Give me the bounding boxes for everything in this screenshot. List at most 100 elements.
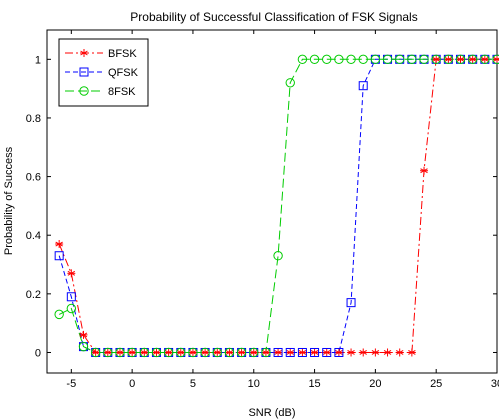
y-tick-label: 1 bbox=[35, 54, 41, 66]
data-point bbox=[67, 269, 76, 278]
data-point bbox=[273, 251, 283, 261]
data-point bbox=[310, 348, 319, 357]
data-point bbox=[456, 55, 465, 64]
data-point bbox=[358, 81, 368, 91]
data-point bbox=[297, 347, 307, 357]
y-tick-label: 0.6 bbox=[26, 172, 41, 184]
data-point bbox=[54, 251, 64, 261]
axes: -5 0 5 10 15 20 25 30 0 0.2 0.4 0.6 0.8 1 bbox=[26, 30, 499, 390]
x-tick-label: 15 bbox=[308, 378, 320, 390]
data-point bbox=[225, 348, 234, 357]
data-point bbox=[212, 347, 222, 358]
data-point bbox=[467, 54, 478, 65]
data-point bbox=[468, 55, 477, 64]
data-point bbox=[237, 348, 246, 357]
x-tick-label: 5 bbox=[190, 378, 196, 390]
data-point bbox=[309, 54, 320, 65]
data-point bbox=[66, 303, 77, 314]
data-point bbox=[444, 55, 453, 64]
data-point bbox=[128, 348, 137, 357]
data-point bbox=[480, 55, 489, 64]
data-point bbox=[286, 348, 295, 357]
data-point bbox=[213, 348, 222, 357]
data-point bbox=[370, 54, 381, 65]
series-markers bbox=[54, 54, 499, 358]
data-point bbox=[382, 54, 393, 65]
legend-item: QFSK bbox=[65, 67, 139, 79]
data-point bbox=[371, 348, 380, 357]
x-tick-label: -5 bbox=[66, 378, 76, 390]
data-point bbox=[383, 348, 392, 357]
x-tick-label: 30 bbox=[491, 378, 499, 390]
data-point bbox=[91, 348, 100, 357]
data-point bbox=[103, 347, 113, 358]
data-point bbox=[493, 55, 499, 64]
data-point bbox=[480, 54, 490, 65]
data-point bbox=[358, 54, 368, 65]
data-point bbox=[395, 348, 404, 357]
data-point bbox=[201, 348, 210, 357]
data-point bbox=[139, 347, 149, 358]
data-point bbox=[261, 348, 270, 357]
data-point bbox=[322, 54, 332, 65]
data-point bbox=[79, 330, 88, 339]
data-point bbox=[151, 347, 162, 358]
data-point bbox=[492, 54, 499, 65]
data-point bbox=[285, 347, 295, 357]
chart-title: Probability of Successful Classification… bbox=[130, 10, 417, 24]
y-tick-label: 0.2 bbox=[26, 289, 41, 301]
x-tick-label: 20 bbox=[369, 378, 381, 390]
data-point bbox=[79, 67, 89, 77]
data-point bbox=[346, 298, 356, 308]
x-tick-label: 10 bbox=[248, 378, 260, 390]
legend-label: BFSK bbox=[108, 48, 137, 60]
data-point bbox=[54, 309, 64, 320]
data-point bbox=[347, 348, 356, 357]
data-point bbox=[164, 348, 173, 357]
data-point bbox=[455, 54, 466, 65]
data-point bbox=[188, 347, 198, 358]
legend-label: 8FSK bbox=[108, 86, 136, 98]
legend-item: 8FSK bbox=[65, 86, 136, 98]
legend-item: BFSK bbox=[65, 48, 137, 60]
data-point bbox=[274, 348, 283, 357]
data-point bbox=[176, 347, 186, 358]
data-point bbox=[176, 348, 185, 357]
x-tick-label: 0 bbox=[129, 378, 135, 390]
x-tick-label: 25 bbox=[430, 378, 442, 390]
data-point bbox=[115, 348, 124, 357]
data-point bbox=[322, 347, 332, 357]
data-point bbox=[273, 347, 283, 357]
data-point bbox=[285, 78, 295, 88]
data-point bbox=[443, 54, 454, 65]
data-point bbox=[310, 347, 320, 357]
series-line bbox=[58, 58, 497, 353]
data-point bbox=[334, 54, 344, 65]
data-point bbox=[115, 347, 125, 358]
y-tick-label: 0.4 bbox=[26, 230, 41, 242]
legend: BFSK QFSK 8FSK bbox=[58, 38, 149, 107]
data-point bbox=[66, 292, 76, 302]
data-point bbox=[249, 347, 259, 358]
y-tick-label: 0.8 bbox=[26, 113, 41, 125]
data-point bbox=[359, 348, 368, 357]
data-point bbox=[249, 348, 258, 357]
x-axis-label: SNR (dB) bbox=[248, 407, 295, 419]
data-point bbox=[140, 348, 149, 357]
data-point bbox=[224, 347, 235, 358]
data-point bbox=[78, 341, 89, 352]
data-point bbox=[407, 348, 416, 357]
y-tick-label: 0 bbox=[35, 347, 41, 359]
data-point bbox=[90, 347, 101, 358]
data-point bbox=[419, 54, 429, 65]
data-point bbox=[79, 86, 89, 96]
data-point bbox=[334, 348, 343, 357]
data-point bbox=[431, 54, 441, 65]
data-point bbox=[420, 166, 429, 175]
data-point bbox=[334, 347, 344, 357]
data-point bbox=[432, 55, 441, 64]
data-point bbox=[152, 348, 161, 357]
data-point bbox=[346, 54, 356, 65]
y-axis-label: Probability of Success bbox=[3, 146, 15, 255]
